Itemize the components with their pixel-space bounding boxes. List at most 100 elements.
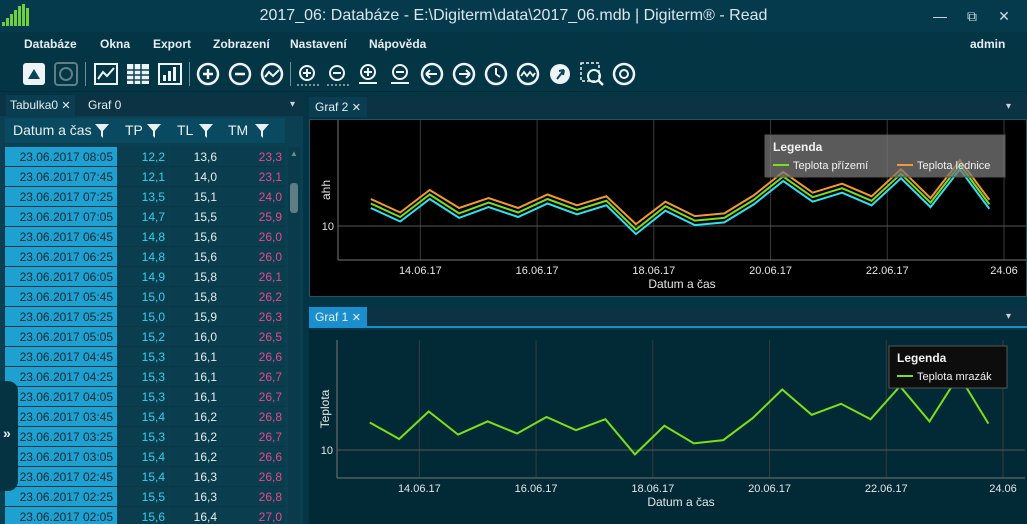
cell-datum[interactable]: 23.06.2017 04:25 xyxy=(5,367,117,386)
cell-tl[interactable]: 16,1 xyxy=(169,387,220,406)
table-row[interactable]: 23.06.2017 06:05 14,9 15,8 26,1 xyxy=(5,267,285,287)
table-row[interactable]: 23.06.2017 03:25 15,3 16,2 26,7 xyxy=(5,427,285,447)
graf1-chart[interactable]: 14.06.17 16.06.17 18.06.17 20.06.17 22.06.17… xyxy=(309,330,1027,524)
menu-export[interactable]: Export xyxy=(153,37,192,51)
cell-datum[interactable]: 23.06.2017 06:45 xyxy=(5,227,117,246)
cell-tp[interactable]: 15,3 xyxy=(118,387,168,406)
cell-datum[interactable]: 23.06.2017 03:45 xyxy=(5,407,117,426)
cell-tm[interactable]: 25,9 xyxy=(221,207,285,226)
menu-okna[interactable]: Okna xyxy=(100,37,131,51)
table-row[interactable]: 23.06.2017 02:05 15,6 16,4 27,0 xyxy=(5,507,285,524)
select-zoom-icon[interactable] xyxy=(578,60,606,88)
zoom-in-y-icon[interactable] xyxy=(354,60,382,88)
table-row[interactable]: 23.06.2017 03:05 15,4 16,2 26,6 xyxy=(5,447,285,467)
cell-tm[interactable]: 26,2 xyxy=(221,287,285,306)
refresh-icon[interactable] xyxy=(52,60,80,88)
cell-tp[interactable]: 13,5 xyxy=(118,187,168,206)
cell-tm[interactable]: 26,8 xyxy=(221,467,285,486)
curves-icon[interactable] xyxy=(514,60,542,88)
cell-tl[interactable]: 13,6 xyxy=(169,147,220,166)
table-scrollbar[interactable]: ▲ xyxy=(288,147,300,524)
cell-tl[interactable]: 15,8 xyxy=(169,287,220,306)
cell-datum[interactable]: 23.06.2017 04:05 xyxy=(5,387,117,406)
time-axis-icon[interactable] xyxy=(482,60,510,88)
cell-datum[interactable]: 23.06.2017 06:25 xyxy=(5,247,117,266)
cell-tm[interactable]: 26,8 xyxy=(221,407,285,426)
table-row[interactable]: 23.06.2017 05:25 15,0 15,9 26,3 xyxy=(5,307,285,327)
cell-tl[interactable]: 15,5 xyxy=(169,207,220,226)
cell-datum[interactable]: 23.06.2017 02:05 xyxy=(5,507,117,524)
tab-graf0[interactable]: Graf 0 xyxy=(88,98,122,112)
cell-tp[interactable]: 15,4 xyxy=(118,447,168,466)
cell-tp[interactable]: 14,9 xyxy=(118,267,168,286)
cell-tp[interactable]: 14,8 xyxy=(118,247,168,266)
table-row[interactable]: 23.06.2017 02:25 15,5 16,3 26,8 xyxy=(5,487,285,507)
cell-datum[interactable]: 23.06.2017 07:05 xyxy=(5,207,117,226)
cell-tm[interactable]: 23,1 xyxy=(221,167,285,186)
cell-datum[interactable]: 23.06.2017 04:45 xyxy=(5,347,117,366)
table-row[interactable]: 23.06.2017 04:25 15,3 16,1 26,7 xyxy=(5,367,285,387)
table-row[interactable]: 23.06.2017 08:05 12,2 13,6 23,3 xyxy=(5,147,285,167)
cell-tl[interactable]: 15,6 xyxy=(169,247,220,266)
dropdown-chevron-icon[interactable]: ▾ xyxy=(1006,101,1012,112)
close-icon[interactable]: ✕ xyxy=(351,102,361,114)
filter-icon[interactable] xyxy=(95,124,109,143)
cell-tp[interactable]: 15,3 xyxy=(118,347,168,366)
cell-datum[interactable]: 23.06.2017 06:05 xyxy=(5,267,117,286)
cell-tp[interactable]: 15,4 xyxy=(118,467,168,486)
cell-tm[interactable]: 27,0 xyxy=(221,507,285,524)
cell-tp[interactable]: 15,4 xyxy=(118,407,168,426)
cell-tm[interactable]: 24,0 xyxy=(221,187,285,206)
cell-tp[interactable]: 15,5 xyxy=(118,487,168,506)
cell-datum[interactable]: 23.06.2017 05:45 xyxy=(5,287,117,306)
redo-zoom-icon[interactable] xyxy=(450,60,478,88)
zoom-in-icon[interactable] xyxy=(194,60,222,88)
cell-tm[interactable]: 26,7 xyxy=(221,427,285,446)
cell-tl[interactable]: 16,2 xyxy=(169,447,220,466)
cell-datum[interactable]: 23.06.2017 03:05 xyxy=(5,447,117,466)
cell-tl[interactable]: 15,1 xyxy=(169,187,220,206)
fit-chart-icon[interactable] xyxy=(258,60,286,88)
cell-tl[interactable]: 16,3 xyxy=(169,467,220,486)
cell-tm[interactable]: 26,7 xyxy=(221,367,285,386)
cell-tm[interactable]: 26,7 xyxy=(221,387,285,406)
zoom-in-x-icon[interactable] xyxy=(294,60,322,88)
table-icon[interactable] xyxy=(124,60,152,88)
cell-tp[interactable]: 15,0 xyxy=(118,307,168,326)
cell-datum[interactable]: 23.06.2017 08:05 xyxy=(5,147,117,166)
table-row[interactable]: 23.06.2017 07:45 12,1 14,0 23,1 xyxy=(5,167,285,187)
menu-nastaveni[interactable]: Nastavení xyxy=(290,37,347,51)
table-row[interactable]: 23.06.2017 07:25 13,5 15,1 24,0 xyxy=(5,187,285,207)
cell-datum[interactable]: 23.06.2017 03:25 xyxy=(5,427,117,446)
double-chevron-right-icon[interactable]: » xyxy=(3,425,11,441)
minimize-button[interactable]: — xyxy=(933,8,947,24)
cell-tm[interactable]: 26,3 xyxy=(221,307,285,326)
cell-tm[interactable]: 26,1 xyxy=(221,267,285,286)
cell-tm[interactable]: 23,3 xyxy=(221,147,285,166)
line-chart-icon[interactable] xyxy=(92,60,120,88)
graf2-chart[interactable]: 14.06.17 16.06.17 18.06.17 20.06.17 22.06.17… xyxy=(309,119,1027,297)
col-header-datum[interactable]: Datum a čas xyxy=(13,122,92,138)
cell-tl[interactable]: 15,8 xyxy=(169,267,220,286)
cell-tm[interactable]: 26,0 xyxy=(221,227,285,246)
cell-tl[interactable]: 16,1 xyxy=(169,347,220,366)
cell-tl[interactable]: 15,9 xyxy=(169,307,220,326)
cell-tl[interactable]: 16,4 xyxy=(169,507,220,524)
import-icon[interactable] xyxy=(20,60,48,88)
scrollbar-thumb[interactable] xyxy=(290,183,298,213)
side-expander[interactable]: » xyxy=(0,381,18,491)
cell-tp[interactable]: 12,2 xyxy=(118,147,168,166)
cell-tm[interactable]: 26,5 xyxy=(221,327,285,346)
cell-tl[interactable]: 15,6 xyxy=(169,227,220,246)
col-header-tm[interactable]: TM xyxy=(228,122,249,138)
cell-tm[interactable]: 26,6 xyxy=(221,347,285,366)
table-row[interactable]: 23.06.2017 04:45 15,3 16,1 26,6 xyxy=(5,347,285,367)
table-row[interactable]: 23.06.2017 03:45 15,4 16,2 26,8 xyxy=(5,407,285,427)
cell-tp[interactable]: 15,3 xyxy=(118,427,168,446)
cell-datum[interactable]: 23.06.2017 02:45 xyxy=(5,467,117,486)
cell-tm[interactable]: 26,0 xyxy=(221,247,285,266)
close-icon[interactable]: ✕ xyxy=(351,312,361,324)
cell-tl[interactable]: 16,1 xyxy=(169,367,220,386)
table-row[interactable]: 23.06.2017 05:45 15,0 15,8 26,2 xyxy=(5,287,285,307)
undo-zoom-icon[interactable] xyxy=(418,60,446,88)
